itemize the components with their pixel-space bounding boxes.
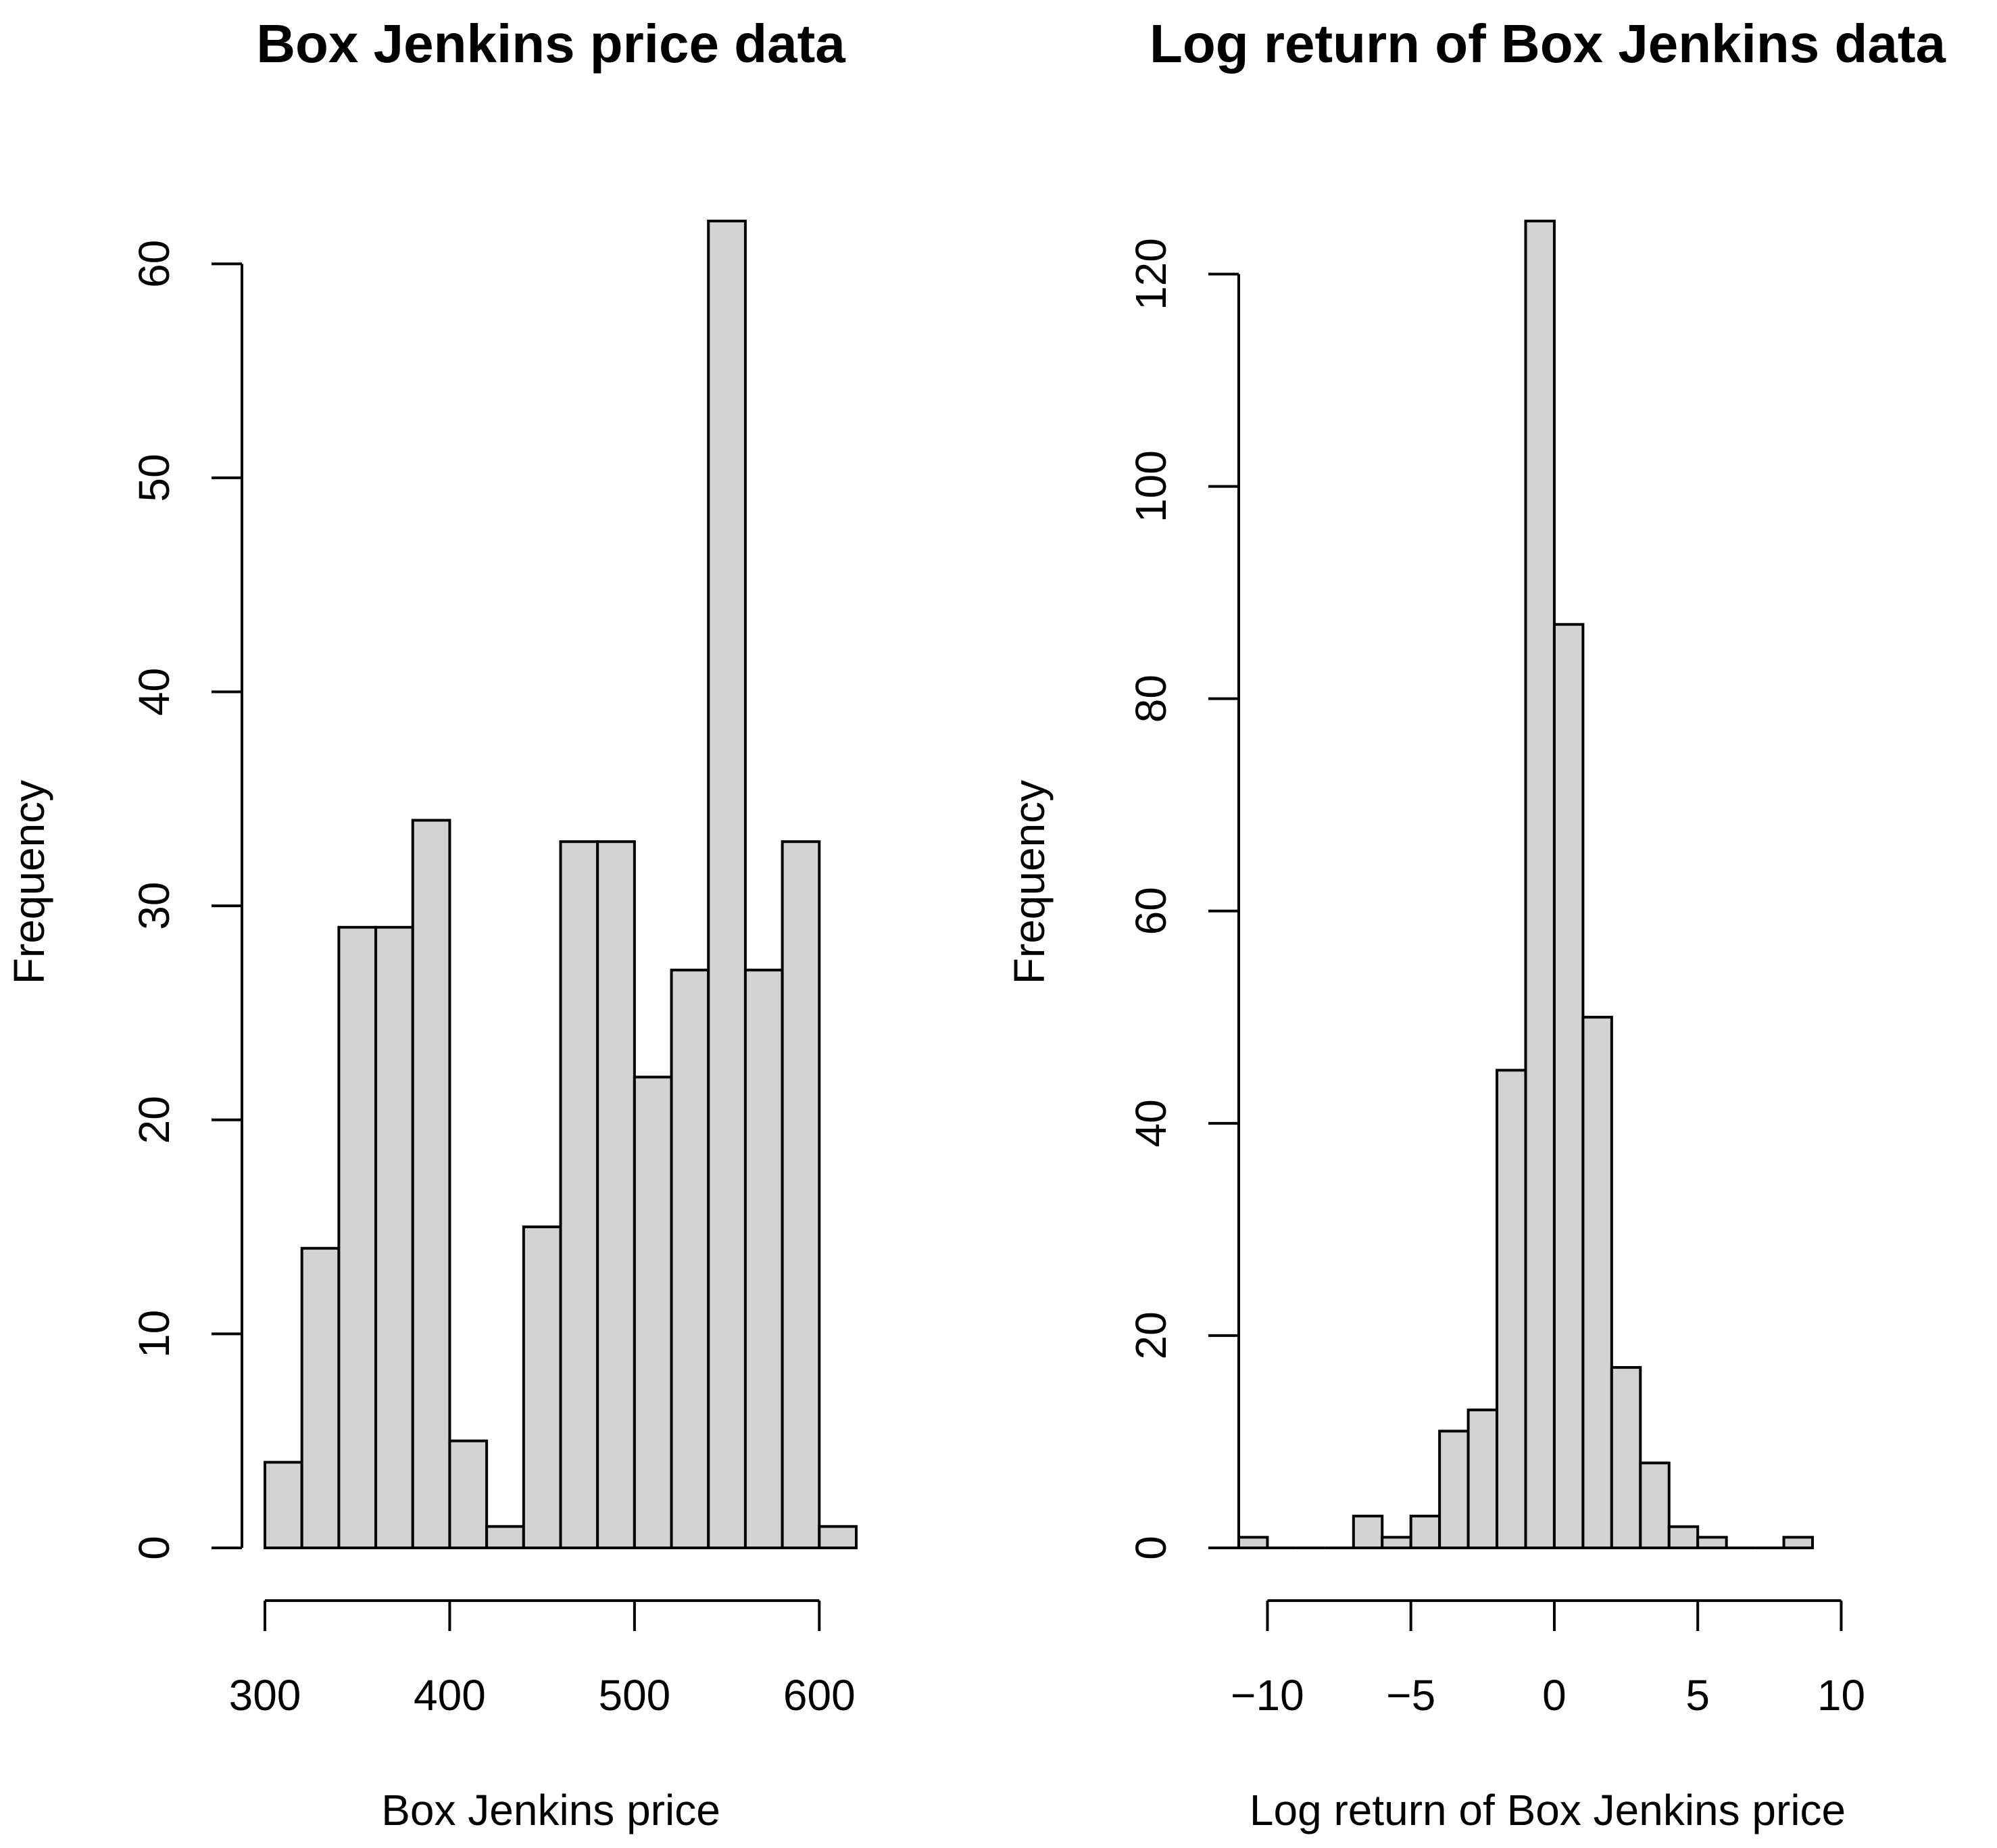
log-return-x-tick-label: −10 bbox=[1231, 1671, 1304, 1720]
log-return-bar bbox=[1782, 1536, 1815, 1549]
log-return-bar bbox=[1696, 1536, 1728, 1549]
price-y-tick-label: 40 bbox=[130, 668, 178, 716]
price-bar bbox=[485, 1525, 525, 1549]
price-bar bbox=[559, 840, 599, 1549]
log-return-x-tick-label: −5 bbox=[1386, 1671, 1435, 1720]
log-return-bar bbox=[1381, 1536, 1412, 1549]
log-return-y-tick-label: 80 bbox=[1127, 675, 1175, 723]
price-x-tick-label: 600 bbox=[783, 1671, 856, 1720]
price-x-axis: 300 400 500 600 bbox=[229, 1599, 856, 1720]
price-bar bbox=[374, 925, 414, 1550]
log-return-bar bbox=[1667, 1525, 1700, 1550]
log-return-x-axis-label: Log return of Box Jenkins price bbox=[1250, 1786, 1846, 1834]
price-x-tick-label: 500 bbox=[598, 1671, 670, 1720]
price-y-tick-label: 20 bbox=[130, 1096, 178, 1144]
price-y-tick-label: 50 bbox=[130, 454, 178, 502]
price-y-tick-label: 60 bbox=[130, 240, 178, 288]
log-return-bar bbox=[1552, 623, 1585, 1550]
log-return-histogram-panel: Log return of Box Jenkins data Log retur… bbox=[1005, 14, 1946, 1834]
price-histogram-panel: Box Jenkins price data Box Jenkins price… bbox=[5, 14, 858, 1834]
log-return-bar bbox=[1496, 1069, 1527, 1549]
log-return-histogram-bars bbox=[1237, 220, 1815, 1550]
log-return-y-tick-label: 40 bbox=[1127, 1099, 1175, 1147]
price-bar bbox=[300, 1246, 341, 1549]
log-return-x-tick-label: 10 bbox=[1817, 1671, 1865, 1720]
log-return-bar bbox=[1352, 1514, 1384, 1549]
price-bar bbox=[522, 1225, 562, 1550]
price-bar bbox=[818, 1525, 858, 1549]
log-return-y-axis: 0 20 40 60 80 100 120 bbox=[1127, 238, 1240, 1560]
price-y-tick-label: 0 bbox=[130, 1536, 178, 1560]
price-histogram-title: Box Jenkins price data bbox=[256, 14, 845, 74]
price-x-axis-label: Box Jenkins price bbox=[381, 1786, 720, 1834]
log-return-x-tick-label: 5 bbox=[1685, 1671, 1710, 1720]
price-y-axis-label: Frequency bbox=[5, 780, 53, 984]
price-y-tick-label: 30 bbox=[130, 882, 178, 930]
log-return-bar bbox=[1438, 1430, 1470, 1550]
log-return-bar bbox=[1466, 1408, 1499, 1549]
price-y-axis: 0 10 20 30 40 50 60 bbox=[130, 240, 243, 1560]
price-y-tick-label: 10 bbox=[130, 1310, 178, 1358]
price-bar bbox=[596, 840, 636, 1549]
price-bar bbox=[707, 220, 747, 1549]
price-bar bbox=[633, 1075, 673, 1550]
log-return-y-axis-label: Frequency bbox=[1005, 780, 1054, 984]
log-return-x-tick-label: 0 bbox=[1542, 1671, 1567, 1720]
log-return-y-tick-label: 100 bbox=[1127, 450, 1175, 522]
price-x-tick-label: 300 bbox=[229, 1671, 301, 1720]
price-bar bbox=[448, 1439, 489, 1550]
log-return-y-tick-label: 0 bbox=[1127, 1536, 1175, 1560]
price-x-tick-label: 400 bbox=[414, 1671, 486, 1720]
price-bar bbox=[337, 925, 378, 1550]
log-return-bar bbox=[1581, 1015, 1613, 1550]
price-bar bbox=[743, 969, 784, 1549]
price-bar bbox=[670, 969, 710, 1549]
log-return-y-tick-label: 60 bbox=[1127, 887, 1175, 935]
log-return-bar bbox=[1237, 1536, 1269, 1549]
log-return-bar bbox=[1409, 1514, 1441, 1549]
log-return-bar bbox=[1610, 1366, 1642, 1549]
price-bar bbox=[264, 1461, 303, 1549]
log-return-bar bbox=[1524, 220, 1556, 1549]
log-return-histogram-title: Log return of Box Jenkins data bbox=[1150, 14, 1946, 74]
log-return-x-axis: −10 −5 0 5 10 bbox=[1231, 1599, 1865, 1720]
log-return-y-tick-label: 120 bbox=[1127, 238, 1175, 310]
price-bar bbox=[781, 840, 821, 1549]
price-bar bbox=[411, 819, 451, 1549]
price-histogram-bars bbox=[264, 220, 858, 1550]
log-return-bar bbox=[1639, 1461, 1671, 1549]
log-return-y-tick-label: 20 bbox=[1127, 1311, 1175, 1359]
